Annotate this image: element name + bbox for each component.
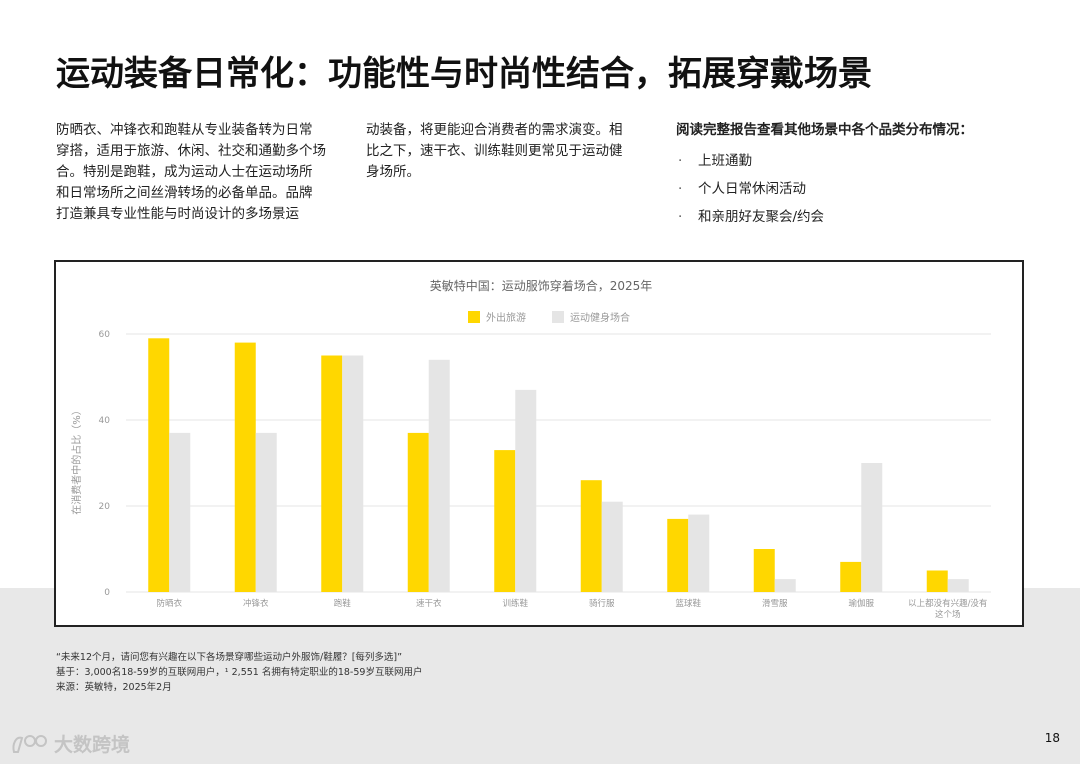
bar-series-1	[753, 549, 775, 592]
intro-line: 比之下，速干衣、训练鞋则更常见于运动健	[366, 143, 623, 159]
bar-series-2	[774, 579, 796, 592]
intro-line: 防晒衣、冲锋衣和跑鞋从专业装备转为日常	[56, 122, 313, 138]
bar-series-2	[342, 355, 364, 592]
chart-legend: 外出旅游 运动健身场合	[468, 311, 630, 324]
y-tick-label: 20	[99, 502, 111, 512]
intro-line: 合。特别是跑鞋，成为运动人士在运动场所	[56, 164, 313, 180]
x-tick-label: 冲锋衣	[243, 598, 269, 609]
bar-chart: 英敏特中国：运动服饰穿着场合，2025年 外出旅游 运动健身场合 在消费者中的占…	[70, 278, 991, 620]
scenario-label: 个人日常休闲活动	[698, 181, 806, 197]
x-tick-label: 骑行服	[589, 598, 615, 609]
scenario-list: · 上班通勤 · 个人日常休闲活动 · 和亲朋好友聚会/约会	[676, 147, 1036, 231]
bar-series-2	[169, 432, 191, 592]
y-axis-label: 在消费者中的占比（%）	[70, 405, 83, 515]
scenario-item: · 个人日常休闲活动	[676, 175, 1036, 203]
x-tick-label: 防晒衣	[156, 598, 182, 609]
bar-series-2	[515, 389, 537, 592]
intro-line: 身场所。	[366, 164, 420, 180]
x-tick-label: 速干衣	[416, 598, 442, 609]
intro-line: 穿搭，适用于旅游、休闲、社交和通勤多个场	[56, 143, 326, 159]
intro-line: 动装备，将更能迎合消费者的需求演变。相	[366, 122, 623, 138]
bar-series-2	[428, 359, 450, 592]
x-tick-label: 跑鞋	[334, 598, 352, 609]
bar-series-2	[947, 579, 969, 592]
bar-series-1	[148, 338, 170, 592]
footnote-source: 来源：英敏特，2025年2月	[56, 682, 172, 693]
legend-label-series-1: 外出旅游	[486, 311, 526, 324]
legend-swatch-series-1	[468, 311, 480, 323]
bar-series-1	[321, 355, 343, 592]
bar-series-1	[234, 342, 256, 592]
page-number: 18	[1044, 731, 1060, 745]
y-tick-label: 40	[99, 416, 111, 426]
bar-layer	[148, 338, 969, 592]
footnote-base: 基于：3,000名18-59岁的互联网用户，¹ 2,551 名拥有特定职业的18…	[56, 667, 423, 678]
y-tick-label: 60	[99, 330, 111, 340]
scenario-heading: 阅读完整报告查看其他场景中各个品类分布情况：	[676, 122, 973, 138]
intro-line: 和日常场所之间丝滑转场的必备单品。品牌	[56, 185, 313, 201]
scenario-item: · 和亲朋好友聚会/约会	[676, 203, 1036, 231]
bar-series-1	[407, 432, 429, 592]
page-title: 运动装备日常化：功能性与时尚性结合，拓展穿戴场景	[56, 54, 872, 94]
footnote-question: “未来12个月，请问您有兴趣在以下各场景穿哪些运动户外服饰/鞋履？[每列多选]”	[56, 652, 403, 663]
bar-series-2	[688, 514, 710, 592]
intro-column-1: 防晒衣、冲锋衣和跑鞋从专业装备转为日常 穿搭，适用于旅游、休闲、社交和通勤多个场…	[56, 120, 346, 225]
brand-logo-icon	[12, 734, 47, 753]
x-tick-label: 瑜伽服	[848, 598, 874, 609]
intro-line: 打造兼具专业性能与时尚设计的多场景运	[56, 206, 299, 222]
intro-column-3: 阅读完整报告查看其他场景中各个品类分布情况： · 上班通勤 · 个人日常休闲活动 ·…	[676, 120, 1036, 231]
scenario-label: 上班通勤	[698, 153, 752, 169]
bar-series-1	[667, 518, 689, 592]
x-tick-label: 滑雪服	[762, 598, 788, 609]
legend-label-series-2: 运动健身场合	[570, 311, 630, 324]
bar-series-1	[494, 450, 516, 592]
x-tick-label: 以上都没有兴趣/没有	[908, 598, 987, 609]
bullet-icon: ·	[678, 181, 683, 197]
footnotes: “未来12个月，请问您有兴趣在以下各场景穿哪些运动户外服饰/鞋履？[每列多选]”…	[56, 650, 422, 695]
bullet-icon: ·	[678, 153, 683, 169]
bullet-icon: ·	[678, 209, 683, 225]
bar-series-1	[580, 480, 602, 592]
x-tick-label: 训练鞋	[502, 598, 528, 609]
bar-series-2	[255, 432, 277, 592]
bar-series-1	[926, 570, 948, 592]
brand-logo: 大数跨境	[10, 730, 130, 757]
grid-layer: 0 20 40 60	[99, 330, 991, 598]
x-tick-label: 这个场	[935, 609, 961, 620]
scenario-label: 和亲朋好友聚会/约会	[698, 209, 825, 225]
brand-logo-text: 大数跨境	[54, 734, 131, 756]
intro-column-2: 动装备，将更能迎合消费者的需求演变。相 比之下，速干衣、训练鞋则更常见于运动健 …	[366, 120, 646, 183]
bar-series-1	[840, 561, 862, 592]
legend-swatch-series-2	[552, 311, 564, 323]
chart-frame: 英敏特中国：运动服饰穿着场合，2025年 外出旅游 运动健身场合 在消费者中的占…	[54, 260, 1024, 627]
x-tick-label: 篮球鞋	[675, 598, 701, 609]
scenario-item: · 上班通勤	[676, 147, 1036, 175]
y-tick-label: 0	[104, 588, 110, 598]
bar-series-2	[601, 501, 623, 592]
chart-title: 英敏特中国：运动服饰穿着场合，2025年	[430, 278, 653, 293]
bar-series-2	[861, 463, 883, 592]
